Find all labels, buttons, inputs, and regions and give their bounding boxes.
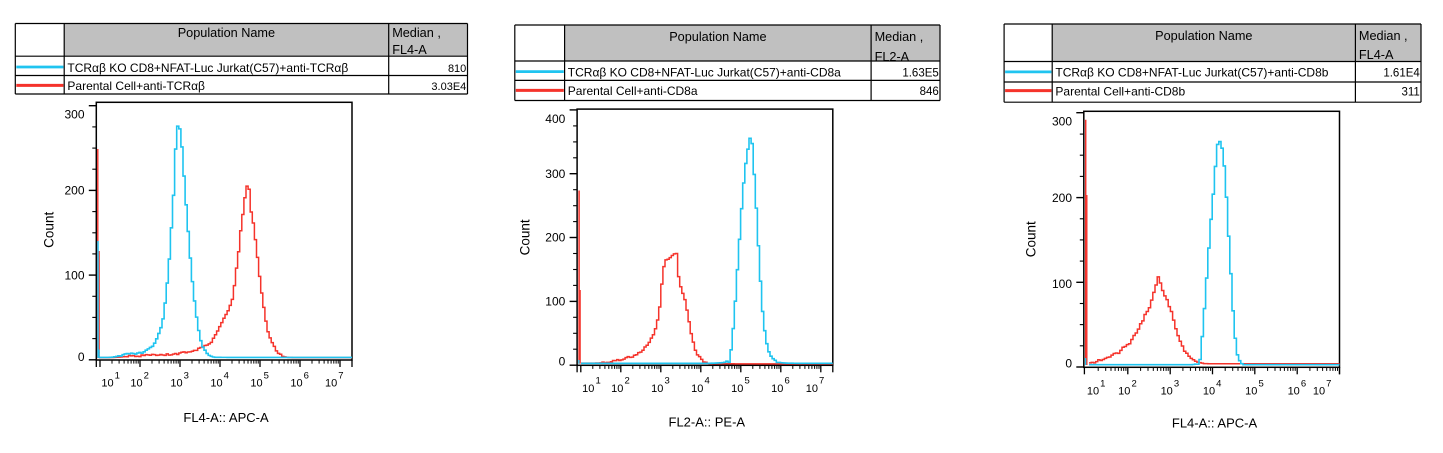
svg-text:0: 0 bbox=[559, 355, 566, 369]
svg-text:10: 10 bbox=[806, 383, 818, 395]
svg-text:4: 4 bbox=[224, 370, 229, 381]
svg-text:10: 10 bbox=[210, 378, 222, 390]
svg-text:FL4-A:: APC-A: FL4-A:: APC-A bbox=[183, 410, 269, 425]
svg-text:4: 4 bbox=[1216, 379, 1221, 390]
svg-text:Median ,: Median , bbox=[875, 30, 924, 44]
svg-text:810: 810 bbox=[448, 63, 466, 75]
svg-text:846: 846 bbox=[920, 86, 939, 98]
svg-text:10: 10 bbox=[611, 383, 623, 395]
svg-text:200: 200 bbox=[545, 231, 565, 245]
svg-text:300: 300 bbox=[545, 167, 565, 181]
svg-text:2: 2 bbox=[144, 370, 149, 381]
svg-text:Parental Cell+anti-CD8a: Parental Cell+anti-CD8a bbox=[568, 84, 698, 98]
svg-text:10: 10 bbox=[1203, 386, 1215, 398]
svg-text:FL2-A:: PE-A: FL2-A:: PE-A bbox=[669, 415, 746, 430]
svg-text:10: 10 bbox=[1161, 386, 1173, 398]
svg-text:5: 5 bbox=[264, 370, 269, 381]
svg-text:300: 300 bbox=[64, 108, 84, 122]
svg-text:6: 6 bbox=[304, 370, 309, 381]
svg-text:100: 100 bbox=[64, 268, 84, 282]
svg-text:10: 10 bbox=[1118, 386, 1130, 398]
svg-text:Population Name: Population Name bbox=[669, 30, 766, 44]
svg-text:10: 10 bbox=[731, 383, 743, 395]
svg-text:10: 10 bbox=[1245, 386, 1257, 398]
svg-text:10: 10 bbox=[1087, 386, 1099, 398]
svg-text:Count: Count bbox=[518, 219, 533, 255]
svg-text:FL4-A: FL4-A bbox=[1359, 48, 1394, 62]
svg-text:Parental Cell+anti-CD8b: Parental Cell+anti-CD8b bbox=[1055, 84, 1185, 98]
svg-text:1.61E4: 1.61E4 bbox=[1383, 68, 1420, 80]
svg-text:10: 10 bbox=[691, 383, 703, 395]
svg-text:10: 10 bbox=[290, 378, 302, 390]
svg-text:FL4-A: FL4-A bbox=[392, 43, 427, 57]
svg-text:TCRαβ KO CD8+NFAT-Luc Jurkat(C: TCRαβ KO CD8+NFAT-Luc Jurkat(C57)+anti-C… bbox=[1055, 66, 1328, 80]
svg-text:TCRαβ KO CD8+NFAT-Luc Jurkat(C: TCRαβ KO CD8+NFAT-Luc Jurkat(C57)+anti-C… bbox=[568, 65, 841, 79]
svg-text:2: 2 bbox=[1131, 379, 1136, 390]
svg-text:3: 3 bbox=[184, 370, 189, 381]
svg-text:2: 2 bbox=[624, 376, 629, 387]
svg-text:FL2-A: FL2-A bbox=[875, 50, 910, 64]
svg-text:1: 1 bbox=[115, 370, 120, 381]
svg-text:100: 100 bbox=[1052, 277, 1072, 291]
svg-text:Count: Count bbox=[41, 212, 56, 248]
svg-text:Parental Cell+anti-TCRαβ: Parental Cell+anti-TCRαβ bbox=[67, 79, 205, 93]
svg-text:10: 10 bbox=[582, 383, 594, 395]
svg-text:10: 10 bbox=[651, 383, 663, 395]
svg-text:10: 10 bbox=[1313, 386, 1325, 398]
svg-text:Count: Count bbox=[1024, 221, 1039, 257]
svg-text:100: 100 bbox=[545, 295, 565, 309]
svg-text:Population Name: Population Name bbox=[178, 26, 275, 40]
svg-text:0: 0 bbox=[1065, 356, 1072, 370]
svg-text:4: 4 bbox=[704, 376, 709, 387]
svg-text:TCRαβ KO CD8+NFAT-Luc Jurkat(C: TCRαβ KO CD8+NFAT-Luc Jurkat(C57)+anti-T… bbox=[67, 61, 348, 75]
svg-text:FL4-A:: APC-A: FL4-A:: APC-A bbox=[1172, 416, 1258, 431]
svg-text:Population Name: Population Name bbox=[1155, 29, 1252, 43]
svg-text:10: 10 bbox=[325, 378, 337, 390]
svg-text:10: 10 bbox=[101, 378, 113, 390]
svg-text:0: 0 bbox=[78, 350, 85, 364]
svg-text:10: 10 bbox=[771, 383, 783, 395]
svg-text:1: 1 bbox=[595, 376, 600, 387]
svg-text:200: 200 bbox=[1052, 191, 1072, 205]
svg-text:1.63E5: 1.63E5 bbox=[902, 67, 938, 79]
svg-text:Median ,: Median , bbox=[1359, 29, 1408, 43]
svg-text:3.03E4: 3.03E4 bbox=[431, 81, 466, 93]
svg-text:3: 3 bbox=[1174, 379, 1179, 390]
svg-text:400: 400 bbox=[545, 112, 565, 126]
svg-text:5: 5 bbox=[1258, 379, 1263, 390]
svg-text:200: 200 bbox=[64, 184, 84, 198]
svg-text:7: 7 bbox=[338, 370, 343, 381]
svg-text:10: 10 bbox=[170, 378, 182, 390]
svg-text:10: 10 bbox=[1288, 386, 1300, 398]
svg-text:7: 7 bbox=[1326, 379, 1331, 390]
svg-text:300: 300 bbox=[1052, 115, 1072, 129]
svg-text:6: 6 bbox=[1301, 379, 1306, 390]
svg-text:5: 5 bbox=[744, 376, 749, 387]
svg-text:10: 10 bbox=[130, 378, 142, 390]
svg-text:10: 10 bbox=[250, 378, 262, 390]
svg-text:6: 6 bbox=[784, 376, 789, 387]
svg-text:1: 1 bbox=[1100, 379, 1105, 390]
svg-text:311: 311 bbox=[1401, 86, 1419, 98]
svg-text:Median ,: Median , bbox=[392, 26, 441, 40]
svg-text:7: 7 bbox=[819, 376, 824, 387]
svg-text:3: 3 bbox=[664, 376, 669, 387]
